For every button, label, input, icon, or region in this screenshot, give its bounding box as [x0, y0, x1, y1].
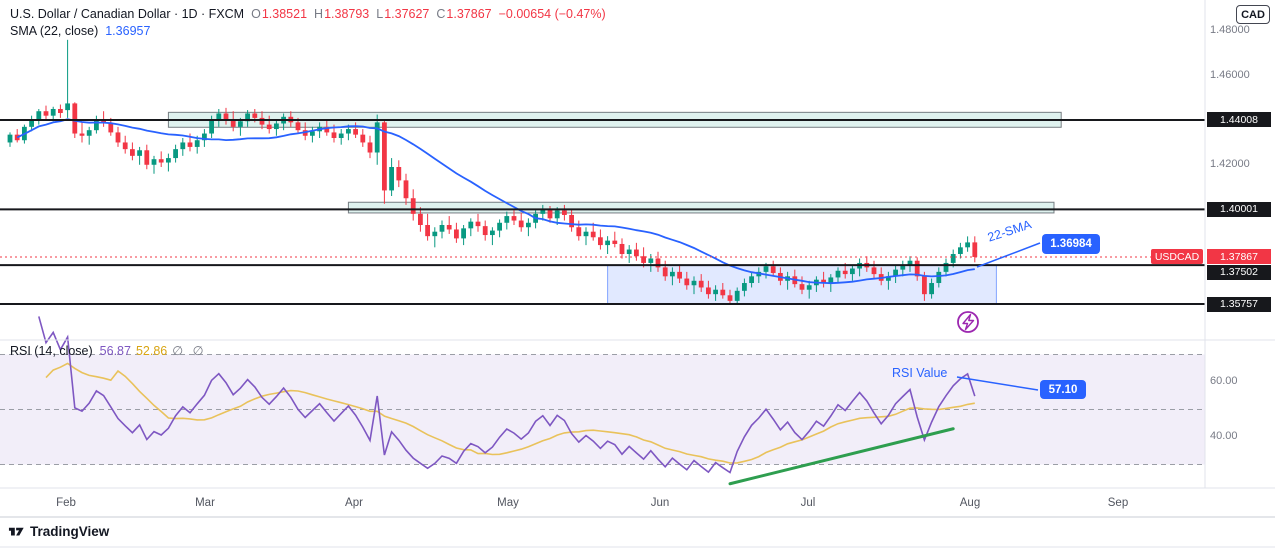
rsi-hidden-plots: ∅ ∅ [172, 344, 207, 358]
time-axis-label[interactable]: Apr [345, 497, 363, 509]
callout-lines [956, 242, 1041, 391]
high-value: 1.38793 [324, 7, 370, 21]
change-value: −0.00654 (−0.47%) [498, 7, 606, 21]
rsi-ma-legend-value: 52.86 [135, 344, 168, 358]
rsi-legend-title[interactable]: RSI (14, close) [10, 344, 93, 358]
lightning-event-icon[interactable] [957, 311, 979, 333]
currency-toggle[interactable]: CAD [1236, 5, 1270, 24]
rsi-axis-tick: 60.00 [1210, 375, 1238, 387]
symbol-price-label: USDCAD [1151, 249, 1203, 265]
price-axis-tick: 1.46000 [1210, 68, 1250, 81]
symbol-legend[interactable]: U.S. Dollar / Canadian Dollar · 1D · FXC… [10, 7, 606, 21]
open-label: O [251, 7, 261, 21]
price-axis-tick: 1.42000 [1210, 157, 1250, 170]
rsi-ma-line [45, 362, 975, 464]
tradingview-wordmark[interactable]: TradingView [30, 524, 110, 539]
rsi-callout-label[interactable]: RSI Value [892, 366, 948, 380]
time-axis-label[interactable]: Mar [195, 497, 215, 509]
rsi-line [38, 316, 976, 474]
time-axis-label[interactable]: Feb [56, 497, 76, 509]
symbol-title[interactable]: U.S. Dollar / Canadian Dollar · 1D · FXC… [10, 7, 245, 21]
open-value: 1.38521 [261, 7, 308, 21]
sma-line [16, 118, 975, 285]
rsi-legend[interactable]: RSI (14, close) 56.87 52.86 ∅ ∅ [10, 343, 207, 358]
level-lines[interactable] [0, 118, 1205, 306]
low-label: L [376, 7, 384, 21]
rsi-plot [38, 316, 976, 474]
rsi-trendline[interactable] [728, 427, 955, 486]
close-value: 1.37867 [446, 7, 492, 21]
time-axis-label[interactable]: May [497, 497, 519, 509]
sma-legend-value: 1.36957 [105, 24, 151, 38]
time-axis-label[interactable]: Jun [650, 497, 670, 509]
sma-legend-title[interactable]: SMA (22, close) [10, 24, 99, 38]
sma-price-badge[interactable]: 1.36984 [1042, 234, 1100, 254]
candles[interactable] [7, 39, 978, 304]
rsi-value-badge[interactable]: 57.10 [1040, 380, 1086, 399]
price-level-badge[interactable]: 1.44008 [1207, 112, 1271, 128]
rsi-axis-tick: 40.00 [1210, 430, 1238, 442]
low-value: 1.37627 [384, 7, 430, 21]
time-axis-label[interactable]: Jul [800, 497, 816, 509]
close-label: C [436, 7, 446, 21]
zone-rect [347, 201, 1055, 214]
price-level-badge[interactable]: 1.40001 [1207, 201, 1271, 217]
footer: TradingView [8, 523, 109, 540]
price-axis-tick: 1.48000 [1210, 23, 1250, 36]
rsi-legend-value: 56.87 [99, 344, 131, 358]
price-level-badge[interactable]: 1.35757 [1207, 296, 1271, 312]
high-label: H [314, 7, 324, 21]
time-axis-label[interactable]: Aug [959, 497, 981, 509]
time-axis-label[interactable]: Sep [1107, 497, 1129, 509]
sma-legend[interactable]: SMA (22, close) 1.36957 [10, 24, 150, 38]
price-level-badge[interactable]: 1.37502 [1207, 264, 1271, 280]
last-price-badge: 1.37867 [1207, 249, 1271, 265]
tradingview-logo-icon[interactable] [8, 523, 25, 540]
